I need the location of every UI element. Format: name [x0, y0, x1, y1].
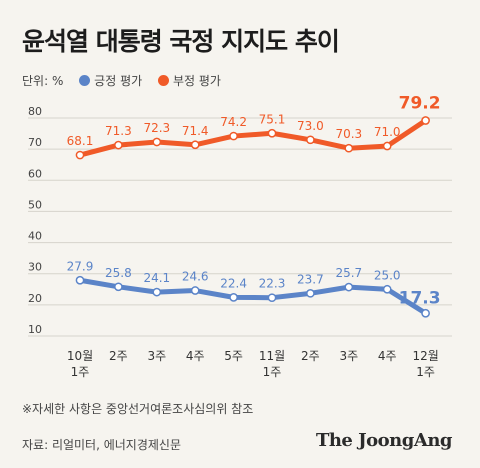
data-point — [267, 293, 277, 303]
x-tick-label: 2주 — [109, 349, 128, 363]
data-point — [306, 288, 315, 298]
data-point — [421, 116, 430, 125]
data-point — [382, 141, 392, 151]
data-point — [114, 140, 123, 150]
y-tick-label: 20 — [28, 292, 42, 305]
y-tick-label: 60 — [28, 167, 42, 180]
x-tick-label: 10월 — [67, 349, 93, 363]
data-point — [229, 131, 238, 141]
data-point — [382, 284, 392, 294]
data-label: 72.3 — [143, 121, 170, 135]
y-tick-label: 30 — [28, 261, 42, 274]
data-label: 73.0 — [297, 119, 324, 133]
data-point — [421, 308, 430, 318]
x-tick-label: 3주 — [339, 349, 358, 363]
data-label: 22.4 — [220, 276, 247, 290]
chart-title: 윤석열 대통령 국정 지지도 추이 — [22, 27, 340, 56]
data-point — [75, 275, 85, 285]
y-tick-label: 70 — [28, 136, 42, 149]
x-tick-label: 12월 — [412, 349, 438, 363]
legend: 단위: % 긍정 평가 부정 평가 — [22, 72, 221, 89]
data-label: 71.4 — [182, 124, 209, 138]
data-label: 17.3 — [399, 288, 441, 308]
legend-positive-label: 긍정 평가 — [94, 74, 143, 88]
data-point — [344, 143, 354, 153]
data-point — [190, 140, 200, 150]
data-label: 68.1 — [67, 134, 94, 148]
y-tick-label: 50 — [28, 198, 42, 211]
x-tick-label: 1주 — [416, 365, 435, 379]
data-label: 25.7 — [335, 266, 362, 280]
data-label: 25.8 — [105, 266, 132, 280]
legend-negative-swatch — [157, 75, 169, 86]
y-tick-label: 40 — [28, 230, 42, 243]
source-note: 자료: 리얼미터, 에너지경제신문 — [22, 438, 182, 452]
data-label: 25.0 — [374, 268, 401, 282]
data-label: 24.6 — [182, 270, 209, 284]
data-point — [344, 282, 354, 292]
data-point — [152, 137, 162, 147]
data-label: 75.1 — [259, 112, 286, 126]
data-label: 79.2 — [399, 93, 441, 113]
data-label: 23.7 — [297, 272, 324, 286]
data-point — [229, 293, 238, 302]
x-tick-label: 1주 — [71, 365, 90, 379]
legend-positive-swatch — [79, 75, 91, 86]
unit-label: 단위: % — [22, 74, 64, 88]
data-label: 27.9 — [67, 259, 94, 273]
data-label: 22.3 — [259, 277, 286, 291]
x-tick-label: 2주 — [301, 349, 320, 363]
data-label: 71.0 — [374, 125, 401, 139]
x-tick-label: 4주 — [378, 349, 397, 363]
data-point — [75, 150, 85, 160]
data-point — [190, 286, 200, 295]
legend-negative-label: 부정 평가 — [172, 74, 221, 88]
series-line-last-segment — [384, 286, 429, 316]
y-tick-label: 10 — [28, 323, 42, 336]
x-tick-label: 5주 — [224, 349, 243, 363]
data-point — [306, 135, 315, 145]
data-point — [267, 128, 277, 138]
data-label: 24.1 — [143, 271, 170, 285]
data-point — [152, 287, 162, 297]
footnote: ※자세한 사항은 중앙선거여론조사심의위 참조 — [22, 402, 254, 416]
data-point — [114, 282, 123, 292]
x-tick-label: 1주 — [263, 365, 282, 379]
y-tick-label: 80 — [28, 105, 42, 118]
x-tick-label: 4주 — [186, 349, 205, 363]
series-line-last-segment — [384, 117, 429, 149]
data-label: 71.3 — [105, 124, 132, 138]
data-label: 74.2 — [220, 115, 247, 129]
x-tick-label: 3주 — [147, 349, 166, 363]
brand-logo: The JoongAng — [315, 430, 453, 451]
data-label: 70.3 — [335, 127, 362, 141]
x-tick-label: 11월 — [259, 349, 285, 363]
